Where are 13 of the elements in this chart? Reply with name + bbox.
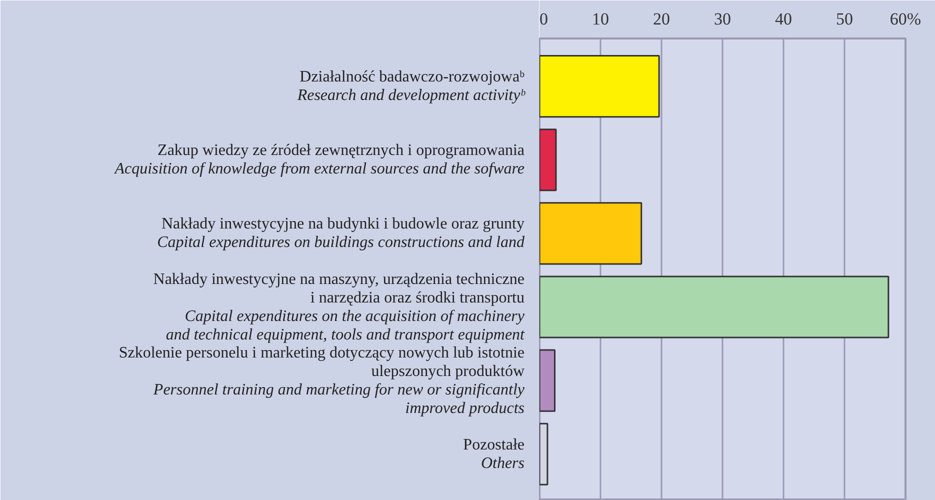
x-tick-label: 0 xyxy=(540,10,548,28)
x-tick-label: 20 xyxy=(653,10,670,28)
y-tick-label: Działalność badawczo-rozwojowaᵇ Research and development activityᵇ xyxy=(296,68,526,104)
x-tick-label: 50 xyxy=(836,10,853,28)
y-tick-label: Szkolenie personelu i marketing dotyczący nowych lub istotnie ulepszonych produktów Personnel training and marketing for new or significantly improved products xyxy=(118,344,526,417)
y-tick-label: Pozostałe Others xyxy=(463,436,525,472)
x-tick-label: 10 xyxy=(592,10,609,28)
y-tick-label: Zakup wiedzy ze źródeł zewnętrznych i oprogramowania Acquisition of knowledge from external sources and the sofware xyxy=(114,142,525,178)
x-tick-label: 40 xyxy=(775,10,792,28)
x-tick-label: 60% xyxy=(890,10,922,28)
x-tick-label: 30 xyxy=(714,10,731,28)
y-tick-label: Nakłady inwestycyjne na budynki i budowle oraz grunty Capital expenditures on buildings constructions and land xyxy=(157,216,526,252)
y-tick-label: Nakłady inwestycyjne na maszyny, urządzenia techniczne i narzędzia oraz środki transportu Capital expenditures on the acquisition of machinery and technical equipment, tools and transport equipment xyxy=(153,270,526,344)
